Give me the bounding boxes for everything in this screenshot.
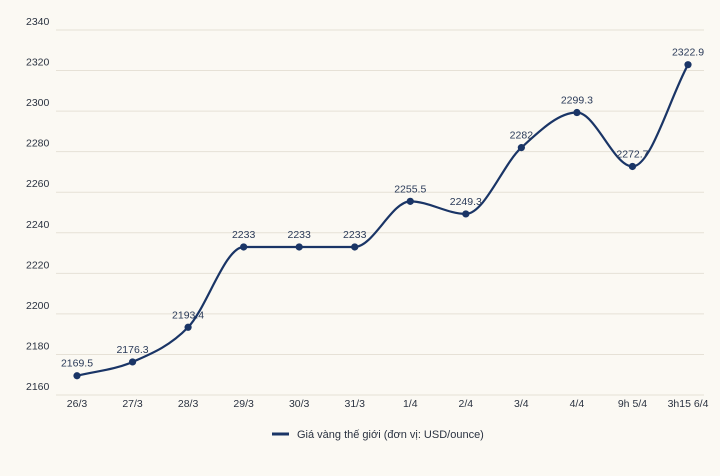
x-tick-label: 3/4: [514, 398, 529, 410]
data-points: [73, 61, 692, 380]
data-label: 2176.3: [116, 344, 148, 356]
data-label: 2255.5: [394, 183, 426, 195]
y-tick-label: 2240: [26, 219, 50, 231]
data-labels: 2169.5 2176.3 2193.4 2233 2233 2233 2255.5 2249…: [61, 47, 704, 370]
data-label: 2169.5: [61, 358, 93, 370]
y-tick-label: 2220: [26, 259, 50, 271]
x-tick-label: 3h15 6/4: [668, 398, 709, 410]
y-tick-label: 2340: [26, 16, 50, 28]
data-point: [73, 372, 81, 380]
data-point: [517, 144, 525, 152]
y-tick-label: 2180: [26, 340, 50, 352]
data-label: 2233: [343, 229, 367, 241]
data-label: 2233: [232, 229, 256, 241]
data-point: [295, 243, 303, 251]
data-label: 2272.7: [616, 148, 648, 160]
x-tick-label: 31/3: [345, 398, 366, 410]
data-label: 2193.4: [172, 309, 204, 321]
y-tick-label: 2160: [26, 381, 50, 393]
y-tick-label: 2280: [26, 138, 50, 150]
data-point: [462, 210, 470, 218]
data-point: [406, 197, 414, 205]
data-label: 2322.9: [672, 47, 704, 59]
data-label: 2249.3: [450, 196, 482, 208]
legend-label: Giá vàng thế giới (đơn vị: USD/ounce): [297, 429, 484, 441]
y-tick-label: 2260: [26, 178, 50, 190]
data-point: [684, 61, 692, 69]
data-point: [628, 162, 637, 171]
data-point: [240, 243, 248, 251]
legend: Giá vàng thế giới (đơn vị: USD/ounce): [272, 429, 484, 441]
y-tick-label: 2200: [26, 300, 50, 312]
x-tick-label: 1/4: [403, 398, 418, 410]
x-tick-label: 29/3: [233, 398, 254, 410]
data-label: 2282: [510, 130, 534, 142]
data-point: [573, 108, 581, 117]
x-tick-label: 28/3: [178, 398, 199, 410]
data-label: 2233: [288, 229, 312, 241]
x-tick-label: 2/4: [459, 398, 474, 410]
data-label: 2299.3: [561, 95, 593, 107]
y-tick-label: 2300: [26, 97, 50, 109]
x-tick-label: 27/3: [122, 398, 143, 410]
data-point: [184, 323, 192, 331]
data-point: [128, 358, 137, 366]
x-axis: 26/3 27/3 28/3 29/3 30/3 31/3 1/4 2/4 3/4 4/4 9h 5…: [67, 398, 709, 410]
data-point: [351, 243, 359, 251]
gridlines: [56, 29, 704, 396]
x-tick-label: 26/3: [67, 398, 88, 410]
x-tick-label: 9h 5/4: [618, 398, 647, 410]
x-tick-label: 4/4: [570, 398, 585, 410]
y-axis: 2160 2180 2200 2220 2240 2260 2280 2300 2320 2340: [26, 16, 50, 393]
x-tick-label: 30/3: [289, 398, 310, 410]
y-tick-label: 2320: [26, 57, 50, 69]
